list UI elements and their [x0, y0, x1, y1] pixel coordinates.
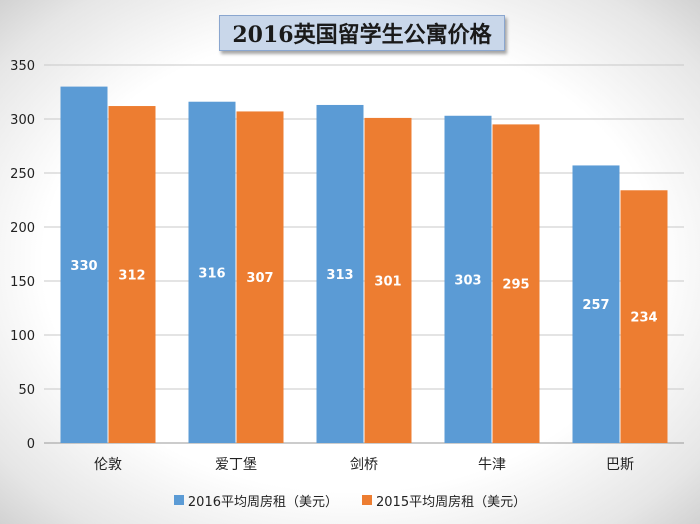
- data-label: 316: [198, 266, 225, 281]
- y-tick-label: 50: [18, 383, 35, 398]
- bar: [492, 124, 540, 444]
- chart-title-box: 2016英国留学生公寓价格: [219, 15, 505, 51]
- data-label: 295: [502, 278, 529, 293]
- bar: [620, 190, 668, 443]
- data-label: 234: [630, 311, 657, 326]
- legend-item: 2016平均周房租（美元）: [173, 491, 338, 510]
- bar: [188, 101, 236, 443]
- bar: [316, 104, 364, 444]
- legend-item: 2015平均周房租（美元）: [362, 491, 526, 510]
- data-label: 301: [374, 274, 401, 289]
- chart-title: 2016英国留学生公寓价格: [232, 22, 492, 48]
- data-label: 312: [118, 269, 145, 284]
- data-label: 307: [246, 271, 273, 286]
- bar: [364, 117, 412, 444]
- y-tick-label: 150: [10, 275, 35, 290]
- x-tick-label: 牛津: [478, 457, 506, 473]
- x-tick-label: 剑桥: [350, 457, 378, 473]
- data-label: 257: [582, 298, 609, 313]
- bar: [60, 86, 108, 443]
- bar: [236, 111, 284, 443]
- legend-label: 2016平均周房租（美元）: [187, 494, 338, 510]
- y-tick-label: 250: [10, 167, 35, 182]
- y-tick-label: 100: [10, 329, 35, 344]
- legend-swatch: [173, 495, 184, 505]
- x-tick-label: 伦敦: [94, 457, 122, 473]
- legend-swatch: [362, 495, 372, 505]
- y-tick-label: 300: [10, 113, 35, 128]
- legend: 2016平均周房租（美元） 2015平均周房租（美元）: [0, 489, 700, 511]
- data-label: 313: [326, 268, 353, 283]
- data-label: 330: [70, 259, 97, 274]
- x-tick-label: 巴斯: [606, 457, 634, 473]
- y-tick-label: 350: [10, 59, 35, 74]
- bar: [572, 165, 620, 443]
- y-tick-label: 200: [10, 221, 35, 236]
- bar: [444, 115, 492, 443]
- legend-label: 2015平均周房租（美元）: [376, 494, 527, 510]
- bar: [108, 106, 156, 443]
- data-label: 303: [454, 273, 481, 288]
- x-tick-label: 爱丁堡: [215, 457, 257, 473]
- y-tick-label: 0: [27, 437, 35, 452]
